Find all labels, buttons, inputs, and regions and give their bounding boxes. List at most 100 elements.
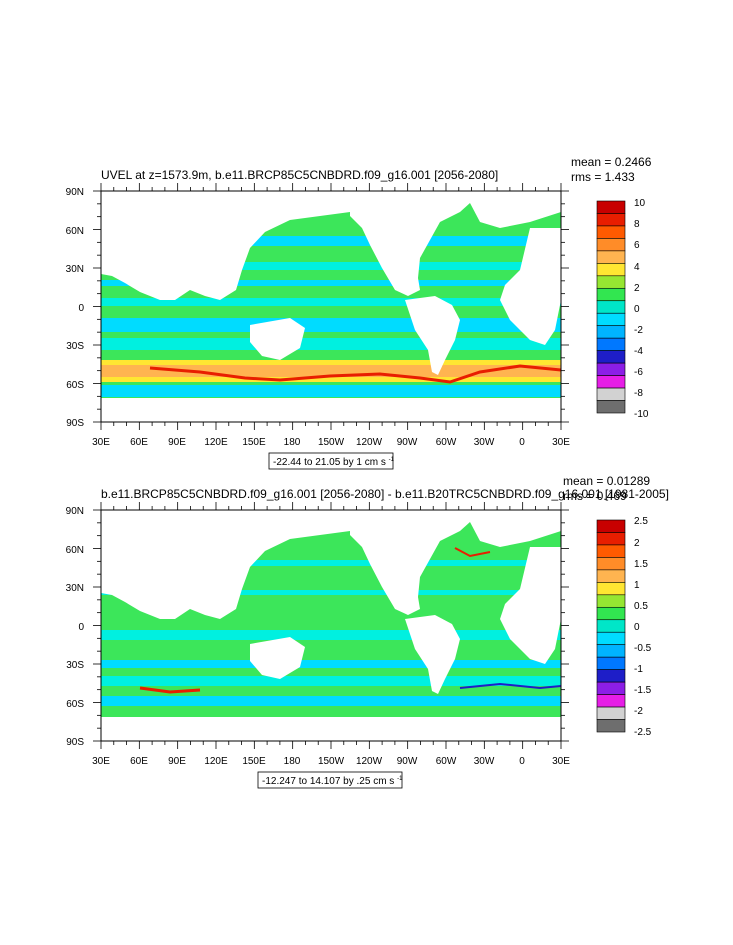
colorbar-box (596, 387, 626, 401)
colorbar-box (596, 312, 626, 327)
lat-label: 0 (78, 622, 84, 633)
colorbar-label: 1 (634, 580, 640, 591)
land-north (101, 510, 561, 522)
colorbar-label: 0 (634, 622, 640, 633)
stat-mean-top: mean = 0.2466 (571, 155, 652, 169)
land-europe-africa (500, 228, 561, 345)
lon-label: 30E (92, 756, 110, 767)
lat-label: 60S (66, 380, 84, 391)
lat-label: 90S (66, 418, 84, 429)
lon-label: 30W (474, 756, 495, 767)
ocean-band (101, 630, 561, 640)
lon-label: 30W (474, 437, 495, 448)
range-box-frame (268, 452, 394, 470)
lon-label: 90W (397, 437, 418, 448)
land-europe-africa (500, 547, 561, 664)
lon-label: 60E (130, 756, 148, 767)
colorbar-box (596, 706, 626, 720)
colorbar-label: -2.5 (634, 727, 652, 738)
colorbar-label: 0 (634, 304, 640, 315)
stat-mean-bottom: mean = 0.01289 (563, 474, 650, 488)
colorbar-label: -10 (634, 409, 649, 420)
ocean-band (101, 676, 561, 686)
colorbar-labels: 2.5 2 1.5 1 0.5 0 -0.5 -1 -1.5 -2 -2.5 (634, 516, 652, 738)
colorbar-box (596, 337, 626, 351)
map-field-top (101, 191, 561, 422)
land-americas-south (405, 296, 460, 375)
ocean-band (101, 590, 561, 595)
lon-labels: 30E 60E 90E 120E 150E 180 150W 120W 90W … (92, 437, 570, 448)
range-box-bottom: -12.247 to 14.107 by .25 cm s -1 (257, 771, 403, 789)
colorbar-label: -0.5 (634, 643, 652, 654)
lon-label: 120E (204, 756, 228, 767)
land-eurasia (101, 203, 350, 300)
lon-label: 150W (318, 437, 345, 448)
colorbar-box (596, 400, 626, 414)
lon-label: 150E (242, 437, 266, 448)
ocean-band (101, 262, 561, 270)
colorbar-box (596, 287, 626, 302)
land-antarctica (101, 398, 561, 422)
lat-label: 30N (66, 264, 84, 275)
colorbar-box (596, 225, 626, 239)
lon-label: 0 (519, 756, 525, 767)
colorbar-boxes (596, 200, 626, 414)
lat-label: 60N (66, 226, 84, 237)
stat-rms-top: rms = 1.433 (571, 170, 635, 184)
colorbar-label: -1 (634, 664, 643, 675)
lat-label: 60N (66, 545, 84, 556)
land-americas-south (405, 615, 460, 694)
range-label-top: -22.44 to 21.05 by 1 cm s -1 (273, 457, 395, 468)
lat-label: 30S (66, 341, 84, 352)
lat-label: 0 (78, 303, 84, 314)
colorbar-label: 10 (634, 198, 646, 209)
colorbar-box (596, 669, 626, 683)
colorbar-label: -8 (634, 388, 643, 399)
anomaly-streak (454, 547, 491, 558)
colorbar-box (596, 619, 626, 633)
anomaly-streak (139, 686, 201, 694)
ocean-band (101, 298, 561, 306)
colorbar-label: 1.5 (634, 559, 648, 570)
colorbar-boxes (596, 519, 626, 733)
lon-label: 180 (284, 756, 301, 767)
lon-label: 0 (519, 437, 525, 448)
land-greenland (470, 522, 561, 547)
lon-label: 60E (130, 437, 148, 448)
colorbar-box (596, 557, 626, 571)
lat-label: 90N (66, 187, 84, 198)
ocean-band (101, 660, 561, 668)
colorbar-label: 2 (634, 283, 640, 294)
land-north (101, 191, 561, 203)
lat-label: 60S (66, 699, 84, 710)
colorbar-label: 8 (634, 219, 640, 230)
colorbar-box (596, 544, 626, 558)
lon-label: 90E (168, 437, 186, 448)
colorbar-label: 2 (634, 538, 640, 549)
colorbar-label: -1.5 (634, 685, 652, 696)
colorbar-box (596, 719, 626, 733)
colorbar-label: 0.5 (634, 601, 648, 612)
colorbar-box (596, 375, 626, 389)
map-ticks (93, 183, 569, 430)
panel-title-top: UVEL at z=1573.9m, b.e11.BRCP85C5CNBDRD.… (101, 168, 498, 182)
lon-label: 150W (318, 756, 345, 767)
colorbar-box (596, 594, 626, 608)
ocean-band (101, 318, 561, 332)
land-eurasia (101, 522, 350, 619)
colorbar-box (596, 200, 626, 214)
lat-labels: 90N 60N 30N 0 30S 60S 90S (66, 506, 85, 748)
ocean-band (101, 696, 561, 706)
colorbar-box (596, 631, 626, 646)
land-americas-north (350, 203, 470, 296)
land-antarctica (101, 717, 561, 741)
acc-hot-streak (149, 364, 561, 384)
range-text: -22.44 to 21.05 by 1 cm s (273, 457, 386, 468)
panel-title-bottom: b.e11.BRCP85C5CNBDRD.f09_g16.001 [2056-2… (101, 487, 669, 501)
lon-label: 60W (436, 756, 457, 767)
land-australia (250, 318, 305, 360)
anomaly-streak (459, 682, 561, 690)
lon-label: 90E (168, 756, 186, 767)
colorbar-label: -2 (634, 325, 643, 336)
